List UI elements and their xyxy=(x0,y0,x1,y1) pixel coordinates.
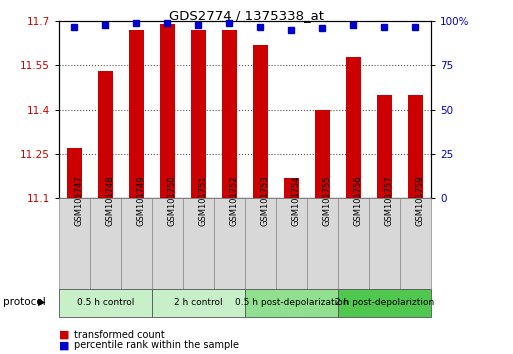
Text: GDS2774 / 1375338_at: GDS2774 / 1375338_at xyxy=(169,9,324,22)
Bar xyxy=(98,72,113,198)
Text: percentile rank within the sample: percentile rank within the sample xyxy=(74,340,240,350)
Text: protocol: protocol xyxy=(3,297,45,307)
Text: GSM101748: GSM101748 xyxy=(106,176,114,226)
Bar xyxy=(369,198,400,289)
Bar xyxy=(183,198,214,289)
Text: 0.5 h post-depolarization: 0.5 h post-depolarization xyxy=(235,298,348,307)
Text: GSM101751: GSM101751 xyxy=(199,176,207,226)
Bar xyxy=(152,289,245,317)
Bar xyxy=(129,30,144,198)
Bar xyxy=(59,289,152,317)
Bar xyxy=(314,110,330,198)
Text: transformed count: transformed count xyxy=(74,330,165,339)
Text: GSM101755: GSM101755 xyxy=(323,176,331,226)
Bar xyxy=(400,198,431,289)
Text: ■: ■ xyxy=(59,330,69,339)
Text: ▶: ▶ xyxy=(38,297,46,307)
Text: GSM101752: GSM101752 xyxy=(229,176,239,226)
Text: ■: ■ xyxy=(59,340,69,350)
Bar xyxy=(67,148,82,198)
Bar xyxy=(214,198,245,289)
Bar xyxy=(276,198,307,289)
Text: GSM101747: GSM101747 xyxy=(74,176,84,226)
Bar xyxy=(90,198,121,289)
Text: 0.5 h control: 0.5 h control xyxy=(77,298,134,307)
Bar xyxy=(408,95,423,198)
Text: GSM101753: GSM101753 xyxy=(261,176,269,226)
Bar xyxy=(377,95,392,198)
Bar xyxy=(59,198,90,289)
Bar xyxy=(222,30,237,198)
Bar xyxy=(307,198,338,289)
Bar xyxy=(152,198,183,289)
Bar xyxy=(245,289,338,317)
Text: GSM101754: GSM101754 xyxy=(291,176,301,226)
Bar xyxy=(121,198,152,289)
Text: GSM101756: GSM101756 xyxy=(353,176,363,226)
Bar xyxy=(346,57,361,198)
Bar xyxy=(253,45,268,198)
Bar xyxy=(338,198,369,289)
Bar xyxy=(160,24,175,198)
Bar xyxy=(284,178,299,198)
Text: GSM101749: GSM101749 xyxy=(136,176,146,226)
Text: GSM101757: GSM101757 xyxy=(384,176,393,226)
Text: GSM101759: GSM101759 xyxy=(416,176,424,226)
Bar xyxy=(245,198,276,289)
Text: GSM101750: GSM101750 xyxy=(167,176,176,226)
Text: 2 h control: 2 h control xyxy=(174,298,223,307)
Text: 2 h post-depolariztion: 2 h post-depolariztion xyxy=(335,298,434,307)
Bar xyxy=(191,30,206,198)
Bar xyxy=(338,289,431,317)
